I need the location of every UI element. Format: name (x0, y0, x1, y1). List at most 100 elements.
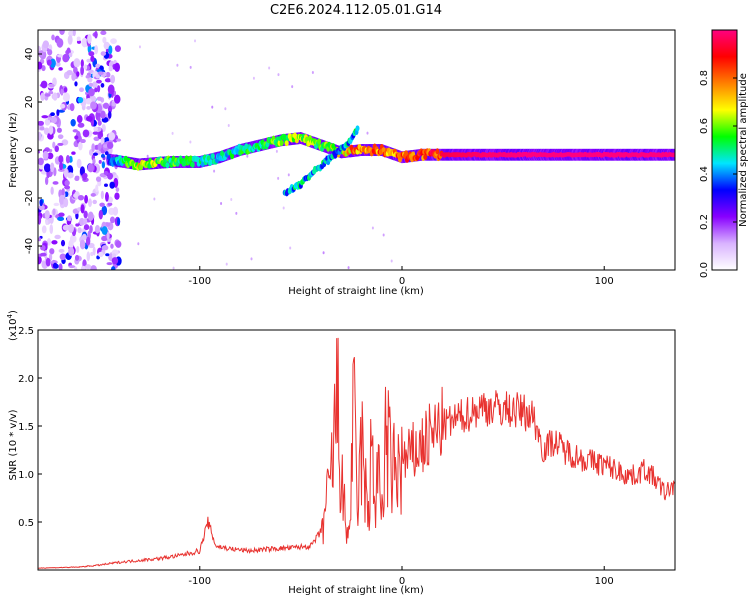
spectrogram-y-tick-label: 40 (24, 48, 35, 61)
noise-blob (58, 194, 65, 205)
noise-blob (92, 158, 96, 165)
noise-blob (57, 142, 64, 146)
ridge-core (106, 154, 111, 161)
spectrogram-y-ticks: -40 -20 0 20 40 (24, 48, 42, 254)
noise-blob (88, 198, 92, 208)
noise-blob (96, 96, 103, 101)
ridge-core (404, 150, 409, 157)
noise-blob (101, 245, 109, 251)
noise-blob (51, 240, 58, 245)
colorbar-tick-label: 0.6 (699, 118, 710, 134)
colorbar-tick-label: 0.2 (699, 214, 710, 230)
noise-blob (59, 162, 64, 171)
noise-blob (93, 152, 98, 156)
snr-y-tick-label: 2.0 (18, 374, 34, 385)
noise-blob (99, 202, 105, 207)
chart-title: C2E6.2024.112.05.01.G14 (270, 3, 442, 18)
noise-blob (59, 253, 67, 261)
noise-blob (83, 210, 88, 219)
noise-blob (90, 265, 97, 270)
noise-blob (97, 120, 102, 126)
noise-blob (88, 88, 95, 97)
noise-blob (41, 65, 46, 72)
noise-blob (58, 67, 63, 71)
noise-blob (92, 246, 96, 256)
noise-blob (105, 191, 109, 202)
noise-blob (107, 84, 115, 95)
noise-blob (106, 141, 114, 150)
noise-blob (100, 110, 106, 119)
spectrogram-x-tick-label: 100 (595, 276, 614, 287)
noise-speck (277, 73, 280, 77)
noise-blob (85, 236, 91, 246)
spectrogram-x-label: Height of straight line (km) (288, 286, 424, 297)
noise-blob (90, 55, 95, 62)
noise-blob (68, 52, 73, 58)
noise-blob (68, 247, 75, 256)
noise-blob (57, 134, 64, 140)
noise-speck (146, 154, 149, 158)
noise-blob (51, 34, 55, 41)
colorbar-tick-label: 0.0 (699, 262, 710, 278)
noise-speck (235, 211, 238, 215)
noise-blob (58, 155, 64, 163)
colorbar: 0.0 0.2 0.4 0.6 0.8 Normalized spectral ampl… (699, 29, 749, 278)
noise-speck (224, 107, 227, 111)
noise-blob (81, 37, 88, 48)
branch-mark (355, 125, 360, 132)
snr-x-tick-label: 0 (399, 576, 405, 587)
spectrogram-y-label: Frequency (Hz) (8, 112, 19, 188)
noise-blob (79, 87, 85, 93)
noise-blob (87, 163, 94, 173)
noise-blob (38, 157, 44, 166)
ridge-core (317, 138, 322, 145)
spectrogram-marks (38, 30, 675, 270)
noise-blob (115, 187, 120, 192)
ridge-core (188, 155, 193, 162)
noise-blob (53, 202, 60, 207)
noise-blob (38, 215, 42, 225)
noise-blob (50, 112, 55, 117)
noise-blob (110, 243, 114, 249)
noise-blob (90, 193, 96, 197)
noise-blob (106, 262, 113, 266)
noise-blob (47, 152, 54, 160)
colorbar-tick-label: 0.4 (699, 166, 710, 182)
snr-y-tick-label: 2.5 (18, 326, 34, 337)
noise-blob (95, 74, 100, 79)
noise-blob (107, 105, 113, 114)
ridge-core (210, 153, 215, 160)
noise-blob (74, 135, 79, 140)
noise-blob (43, 163, 51, 173)
ridge-core (190, 161, 195, 168)
ridge-core (123, 155, 128, 162)
noise-blob (93, 126, 98, 132)
noise-blob (116, 138, 122, 142)
noise-blob (46, 59, 52, 66)
noise-blob (63, 87, 68, 93)
noise-speck (213, 169, 216, 173)
noise-blob (86, 115, 93, 122)
noise-blob (57, 54, 63, 58)
snr-x-tick-label: -100 (188, 576, 211, 587)
noise-blob (86, 105, 91, 110)
noise-speck (289, 246, 292, 250)
noise-blob (100, 190, 104, 200)
noise-speck (220, 202, 223, 206)
spectrogram-x-tick-label: -100 (188, 276, 211, 287)
noise-blob (40, 80, 48, 89)
noise-blob (68, 265, 76, 269)
noise-blob (80, 59, 84, 68)
noise-blob (117, 217, 121, 226)
noise-blob (100, 30, 107, 35)
noise-speck (250, 257, 253, 261)
noise-blob (62, 53, 70, 63)
noise-blob (88, 82, 94, 87)
snr-x-label: Height of straight line (km) (288, 585, 424, 596)
noise-blob (90, 251, 94, 257)
noise-blob (66, 69, 73, 76)
noise-blob (56, 38, 64, 48)
noise-blob (59, 30, 65, 36)
noise-blob (94, 30, 98, 39)
